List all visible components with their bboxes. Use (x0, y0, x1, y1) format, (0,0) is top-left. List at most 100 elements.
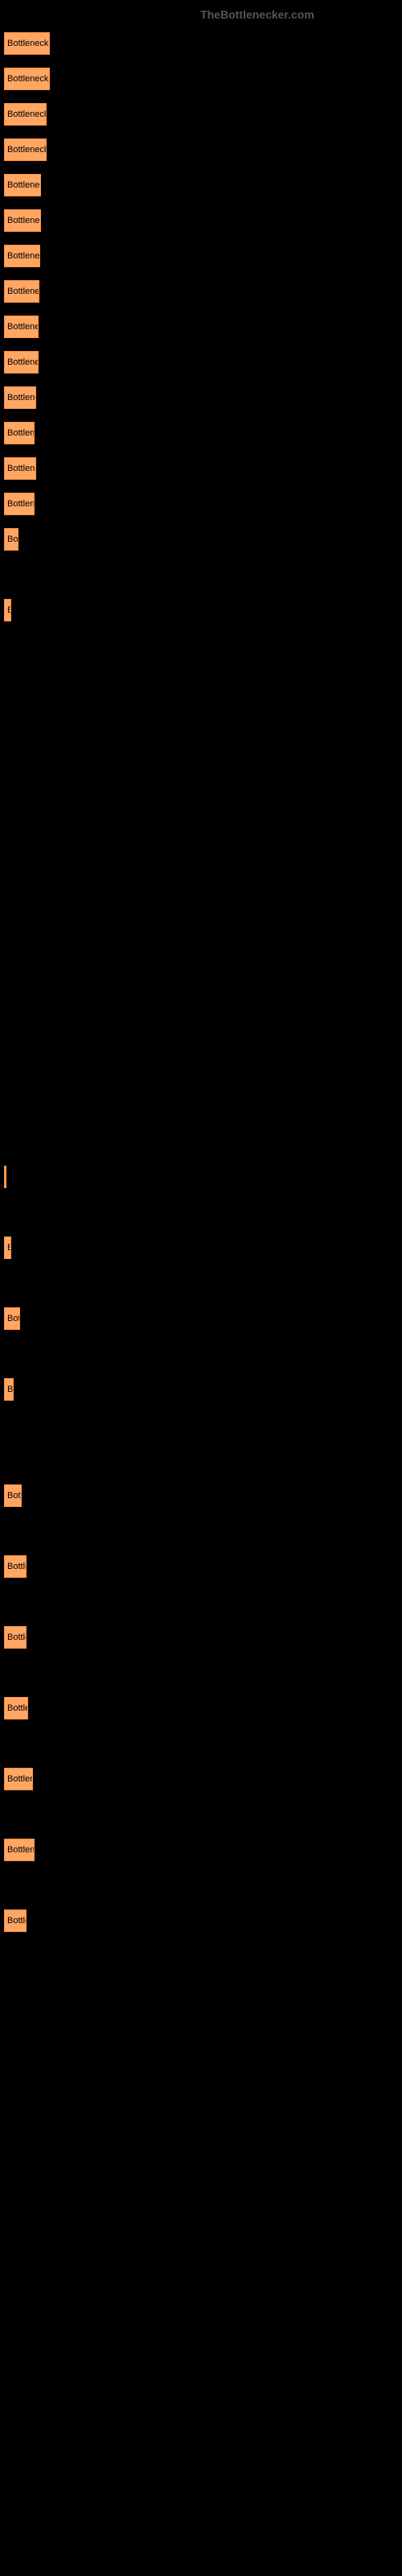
chart-bar: Bottleneck (4, 316, 39, 338)
chart-row: Bottle (4, 1552, 398, 1581)
chart-bar: Bottlene (4, 493, 35, 515)
bar-label: Bottleneck (5, 216, 40, 225)
chart-row: Bottleneck (4, 206, 398, 235)
chart-row (4, 1162, 398, 1191)
bar-label: Bo (5, 1385, 13, 1394)
chart-row: Bottleneck re (4, 64, 398, 93)
chart-bar: Bottleneck (4, 280, 39, 303)
bar-label: Bottlene (5, 1845, 34, 1855)
chart-row (4, 844, 398, 873)
chart-bar: Bot (4, 528, 18, 551)
bar-label: Bottlene (5, 1774, 32, 1784)
chart-row: Bottlene (4, 1835, 398, 1864)
bar-label: B (5, 1243, 10, 1253)
chart-row (4, 1198, 398, 1227)
chart-bar: Bo (4, 1378, 14, 1401)
chart-bar: Bottleneck (4, 209, 41, 232)
bar-label: Bottleneck re (5, 39, 49, 48)
bar-label: Bott (5, 1314, 19, 1323)
chart-bar: Bottle (4, 1909, 27, 1932)
chart-row (4, 950, 398, 979)
chart-row (4, 1517, 398, 1546)
chart-row (4, 985, 398, 1014)
chart-row: Bottle (4, 1906, 398, 1935)
chart-row (4, 560, 398, 589)
chart-row (4, 1127, 398, 1156)
chart-row: Bottleneck (4, 277, 398, 306)
chart-row: Bottleneck (4, 171, 398, 200)
chart-row (4, 914, 398, 943)
chart-bar (4, 1166, 6, 1188)
chart-row: Bottlene (4, 419, 398, 448)
chart-bar: Bottlene (4, 1768, 33, 1790)
chart-row: Bottleneck (4, 348, 398, 377)
bar-label: Bottlene (5, 499, 34, 509)
chart-row (4, 702, 398, 731)
chart-row: Bott (4, 1304, 398, 1333)
chart-bar: Bottlenec (4, 386, 36, 409)
chart-bar: Bottlene (4, 1839, 35, 1861)
watermark-text: TheBottlenecker.com (117, 8, 398, 21)
chart-row (4, 1729, 398, 1758)
bar-label: Bottleneck (5, 287, 39, 296)
chart-row: B (4, 596, 398, 625)
chart-row: Bottle (4, 1623, 398, 1652)
bar-label: Bottle (5, 1703, 27, 1713)
chart-row: Bottlenec (4, 454, 398, 483)
chart-row: Bottle (4, 1694, 398, 1723)
chart-bar: Bottlene (4, 422, 35, 444)
chart-bar: Bottleneck r (4, 103, 47, 126)
bar-label: Bot (5, 535, 18, 544)
chart-row (4, 1410, 398, 1439)
chart-row (4, 1587, 398, 1616)
bar-label: Bottleneck (5, 322, 38, 332)
chart-bar: Bott (4, 1484, 22, 1507)
bar-label: Bottlene (5, 428, 34, 438)
chart-row (4, 667, 398, 696)
bar-label: Bottleneck (5, 180, 40, 190)
chart-row (4, 1658, 398, 1687)
chart-row (4, 879, 398, 908)
chart-row: Bot (4, 525, 398, 554)
chart-row: Bottlene (4, 489, 398, 518)
bar-label: Bottleneck r (5, 145, 46, 155)
chart-bar: Bottleneck (4, 351, 39, 374)
bar-label: Bottleneck (5, 251, 39, 261)
chart-row (4, 631, 398, 660)
chart-row: Bottleneck r (4, 135, 398, 164)
chart-row (4, 1269, 398, 1298)
chart-row: B (4, 1233, 398, 1262)
chart-bar: Bottle (4, 1626, 27, 1649)
chart-row: Bottleneck (4, 312, 398, 341)
bar-label: Bottleneck r (5, 109, 46, 119)
bar-label: Bottleneck re (5, 74, 49, 84)
chart-row (4, 1056, 398, 1085)
bar-label: Bottle (5, 1916, 26, 1926)
chart-bar: Bottleneck r (4, 138, 47, 161)
chart-bar: Bottleneck re (4, 32, 50, 55)
chart-row (4, 1021, 398, 1050)
chart-row: Bottleneck re (4, 29, 398, 58)
chart-bar: Bottleneck (4, 245, 40, 267)
chart-bar: Bottleneck (4, 174, 41, 196)
chart-row (4, 773, 398, 802)
bar-label: Bottlenec (5, 464, 35, 473)
chart-row: Bottlene (4, 1765, 398, 1794)
chart-row: Bottlenec (4, 383, 398, 412)
chart-row: Bottleneck (4, 242, 398, 270)
bar-label: B (5, 605, 10, 615)
chart-row (4, 737, 398, 766)
chart-row: Bottleneck r (4, 100, 398, 129)
chart-bar: Bottle (4, 1697, 28, 1719)
chart-row (4, 1446, 398, 1475)
chart-row (4, 1871, 398, 1900)
chart-row: Bo (4, 1375, 398, 1404)
chart-row (4, 808, 398, 837)
bar-label: Bottle (5, 1633, 26, 1642)
chart-bar: Bottlenec (4, 457, 36, 480)
chart-bar: Bottleneck re (4, 68, 50, 90)
chart-row (4, 1800, 398, 1829)
chart-bar: B (4, 599, 11, 621)
chart-bar: Bottle (4, 1555, 27, 1578)
chart-bar: Bott (4, 1307, 20, 1330)
